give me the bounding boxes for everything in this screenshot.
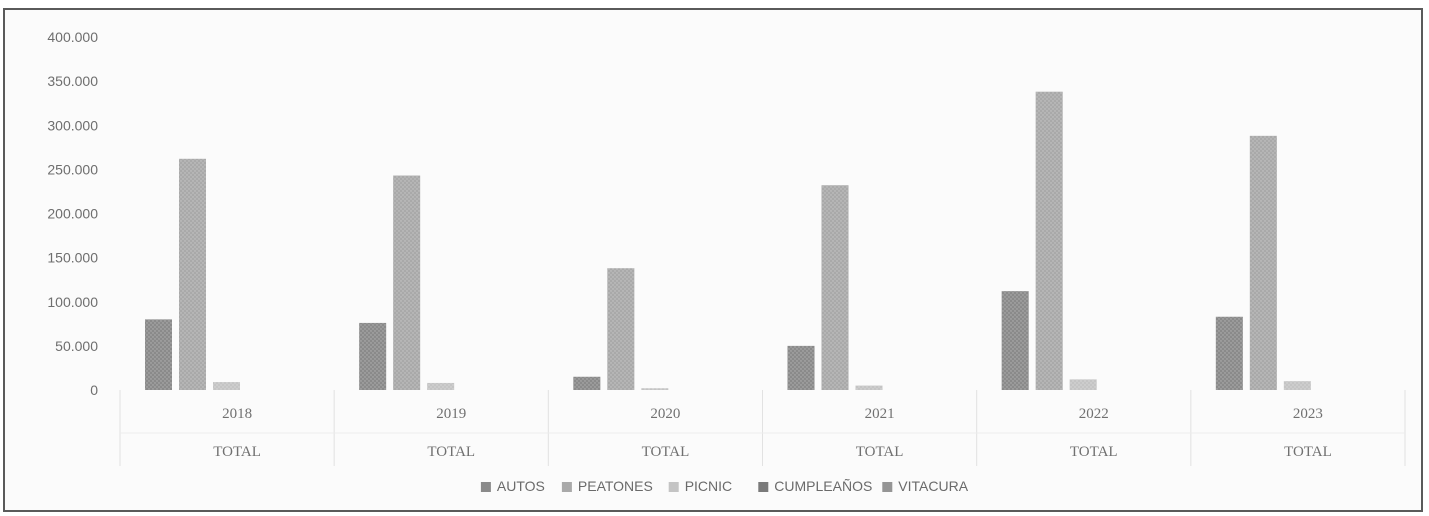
- bar-texture: [1249, 135, 1277, 390]
- chart-frame: [3, 8, 1423, 512]
- y-tick-label: 150.000: [47, 250, 98, 266]
- y-axis: 400.000 350.000 300.000 250.000 200.000 150.0…: [47, 29, 98, 398]
- y-tick-label: 50.000: [55, 338, 98, 354]
- bar-texture: [1001, 291, 1029, 390]
- legend: AUTOS PEATONES PICNIC CUMPLEAÑOS VITACURA: [480, 478, 969, 494]
- bar-texture: [641, 388, 669, 390]
- bar-texture: [145, 319, 172, 390]
- bar-texture: [787, 345, 815, 390]
- x-axis: 2018 TOTAL 2019 TOTAL 2020 TOTAL 2021 TOTAL 2022…: [213, 406, 1332, 460]
- bar-texture: [179, 158, 206, 390]
- legend-label: CUMPLEAÑOS: [774, 478, 872, 494]
- x-tick-year: 2021: [865, 406, 895, 422]
- x-tick-group-label: TOTAL: [642, 444, 690, 460]
- x-tick-group-label: TOTAL: [213, 444, 261, 460]
- x-tick-year: 2018: [222, 406, 252, 422]
- bar-texture: [855, 385, 883, 390]
- legend-label: PICNIC: [685, 478, 732, 494]
- y-tick-label: 200.000: [47, 206, 98, 222]
- x-tick-year: 2019: [436, 406, 466, 422]
- bar-texture: [1035, 91, 1063, 390]
- x-tick-year: 2020: [650, 406, 680, 422]
- x-tick-group-label: TOTAL: [1070, 444, 1118, 460]
- y-tick-label: 400.000: [47, 29, 98, 45]
- legend-label: AUTOS: [497, 478, 545, 494]
- category-dividers: [119, 390, 1406, 466]
- bars: [145, 91, 1311, 390]
- bar-texture: [213, 382, 240, 390]
- bar-texture: [393, 175, 421, 390]
- y-tick-label: 350.000: [47, 73, 98, 89]
- x-tick-group-label: TOTAL: [1284, 444, 1332, 460]
- bar-texture: [359, 322, 387, 390]
- bar-texture: [821, 185, 849, 390]
- legend-swatch-vitacura: [882, 482, 893, 492]
- legend-label: PEATONES: [578, 478, 653, 494]
- y-tick-label: 250.000: [47, 161, 98, 177]
- bar-texture: [607, 268, 635, 390]
- legend-swatch-picnic: [668, 482, 679, 492]
- x-tick-group-label: TOTAL: [427, 444, 475, 460]
- y-tick-label: 100.000: [47, 294, 98, 310]
- bar-texture: [1283, 381, 1311, 390]
- y-tick-label: 300.000: [47, 117, 98, 133]
- x-tick-year: 2023: [1293, 406, 1323, 422]
- bar-texture: [1069, 379, 1097, 390]
- y-tick-label: 0: [90, 382, 98, 398]
- x-tick-group-label: TOTAL: [856, 444, 904, 460]
- x-tick-year: 2022: [1079, 406, 1109, 422]
- bar-texture: [427, 382, 455, 390]
- bar-texture: [573, 376, 601, 390]
- bar-texture: [1215, 316, 1243, 390]
- legend-swatch-autos: [480, 482, 491, 492]
- legend-swatch-peatones: [561, 482, 572, 492]
- legend-swatch-cumpleaños: [758, 482, 769, 492]
- legend-label: VITACURA: [898, 478, 968, 494]
